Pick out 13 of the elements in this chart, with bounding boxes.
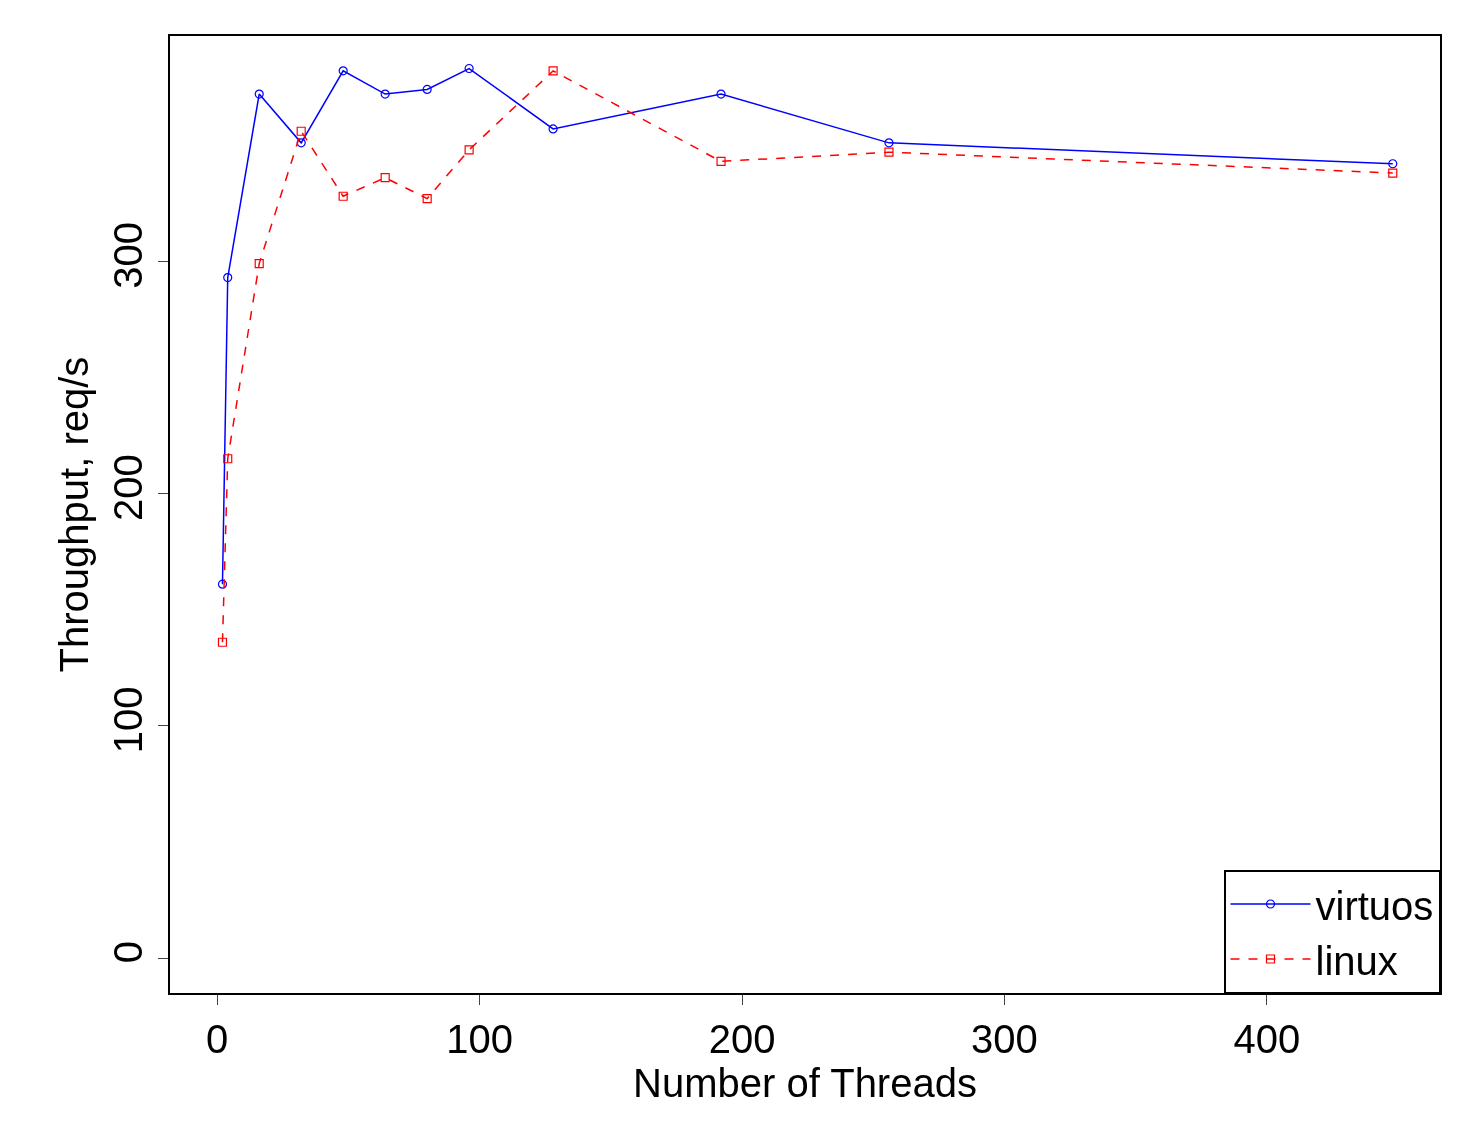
legend-label: linux (1315, 938, 1398, 983)
x-tick-label: 0 (206, 1016, 229, 1061)
x-tick-label: 300 (971, 1016, 1038, 1061)
x-tick-label: 100 (446, 1016, 514, 1061)
y-tick-label: 200 (106, 454, 151, 521)
y-tick-label: 300 (106, 221, 151, 289)
x-axis-title: Number of Threads (633, 1060, 977, 1105)
y-axis-title: Throughput, req/s (52, 356, 97, 673)
legend-label: virtuos (1315, 883, 1434, 928)
y-tick-label: 100 (106, 686, 151, 754)
x-tick-label: 400 (1233, 1016, 1301, 1061)
y-tick-label: 0 (106, 941, 151, 964)
x-tick-label: 200 (708, 1016, 776, 1061)
